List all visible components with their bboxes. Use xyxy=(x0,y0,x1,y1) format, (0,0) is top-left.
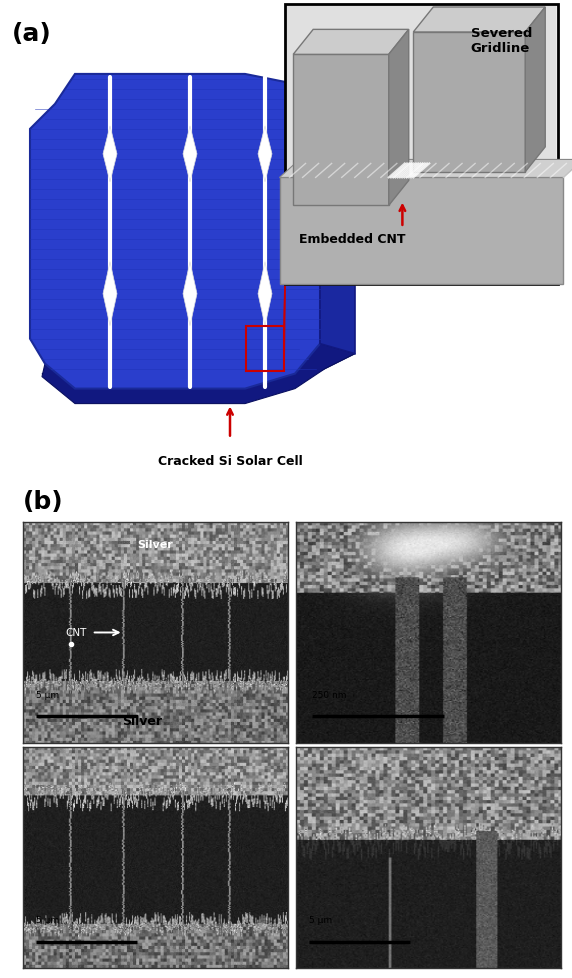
Text: Cracked Si Solar Cell: Cracked Si Solar Cell xyxy=(158,454,303,467)
Text: Severed
Gridline: Severed Gridline xyxy=(471,27,532,56)
Bar xyxy=(285,5,558,285)
Polygon shape xyxy=(103,127,117,183)
Text: 5 μm: 5 μm xyxy=(309,915,332,924)
Polygon shape xyxy=(183,127,197,183)
Text: 250 nm: 250 nm xyxy=(312,690,346,699)
Text: Embedded CNT: Embedded CNT xyxy=(299,233,405,246)
Text: Silver: Silver xyxy=(137,540,173,550)
Text: Silver: Silver xyxy=(122,715,162,728)
Polygon shape xyxy=(103,262,117,327)
Polygon shape xyxy=(293,56,389,206)
Polygon shape xyxy=(525,8,545,173)
Text: (b): (b) xyxy=(23,490,63,513)
Polygon shape xyxy=(280,178,563,285)
Polygon shape xyxy=(414,8,545,33)
Text: 5 μm: 5 μm xyxy=(36,915,59,924)
Polygon shape xyxy=(320,110,355,354)
Polygon shape xyxy=(414,33,525,173)
Text: CNT: CNT xyxy=(65,628,86,638)
Bar xyxy=(287,7,556,283)
Polygon shape xyxy=(389,30,409,206)
Polygon shape xyxy=(30,75,320,389)
Polygon shape xyxy=(183,262,197,327)
Polygon shape xyxy=(258,262,272,327)
Bar xyxy=(246,327,284,372)
Polygon shape xyxy=(293,30,409,56)
Text: (a): (a) xyxy=(12,22,51,46)
Polygon shape xyxy=(280,160,572,178)
Polygon shape xyxy=(258,127,272,183)
Polygon shape xyxy=(42,344,355,399)
Polygon shape xyxy=(42,344,355,404)
Text: 5 μm: 5 μm xyxy=(36,690,59,699)
